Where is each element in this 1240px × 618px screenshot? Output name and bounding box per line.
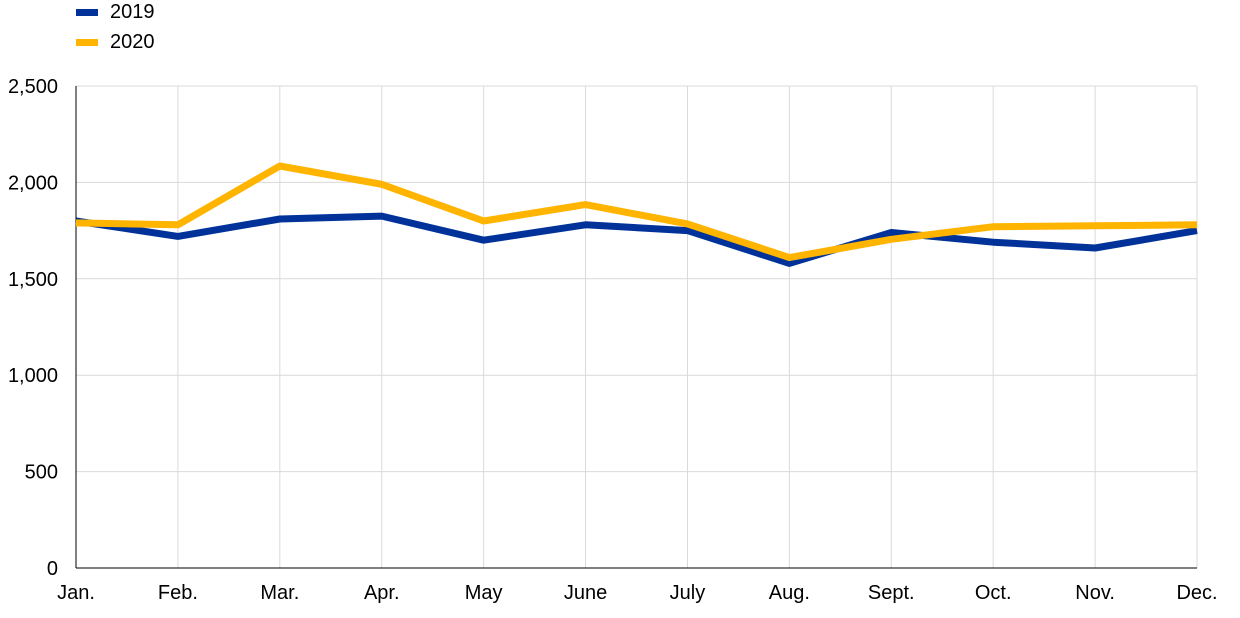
- y-tick-label-1: 500: [25, 462, 58, 484]
- x-tick-label-0: Jan.: [57, 582, 95, 604]
- y-tick-label-2: 1,000: [8, 365, 58, 387]
- legend-swatch-2020: [76, 38, 98, 46]
- legend-swatch-2019: [76, 8, 98, 16]
- series-line-2019: [75, 212, 1198, 267]
- series-line-2020: [75, 162, 1198, 262]
- legend-label-2020: 2020: [110, 30, 155, 53]
- x-tick-label-2: Mar.: [260, 582, 299, 604]
- y-tick-label-5: 2,500: [8, 76, 58, 98]
- y-tick-label-0: 0: [47, 558, 58, 580]
- legend-label-2019: 2019: [110, 0, 155, 23]
- x-tick-label-9: Oct.: [975, 582, 1012, 604]
- x-tick-label-1: Feb.: [158, 582, 198, 604]
- x-tick-label-10: Nov.: [1075, 582, 1115, 604]
- x-tick-label-6: July: [670, 582, 706, 604]
- legend-item-2019: 2019: [76, 0, 155, 23]
- x-tick-label-3: Apr.: [364, 582, 400, 604]
- x-tick-label-5: June: [564, 582, 607, 604]
- x-tick-label-7: Aug.: [769, 582, 810, 604]
- x-tick-label-11: Dec.: [1176, 582, 1217, 604]
- x-tick-label-8: Sept.: [868, 582, 915, 604]
- y-tick-label-4: 2,000: [8, 172, 58, 194]
- y-tick-label-3: 1,500: [8, 269, 58, 291]
- legend-item-2020: 2020: [76, 30, 155, 53]
- x-tick-label-4: May: [465, 582, 503, 604]
